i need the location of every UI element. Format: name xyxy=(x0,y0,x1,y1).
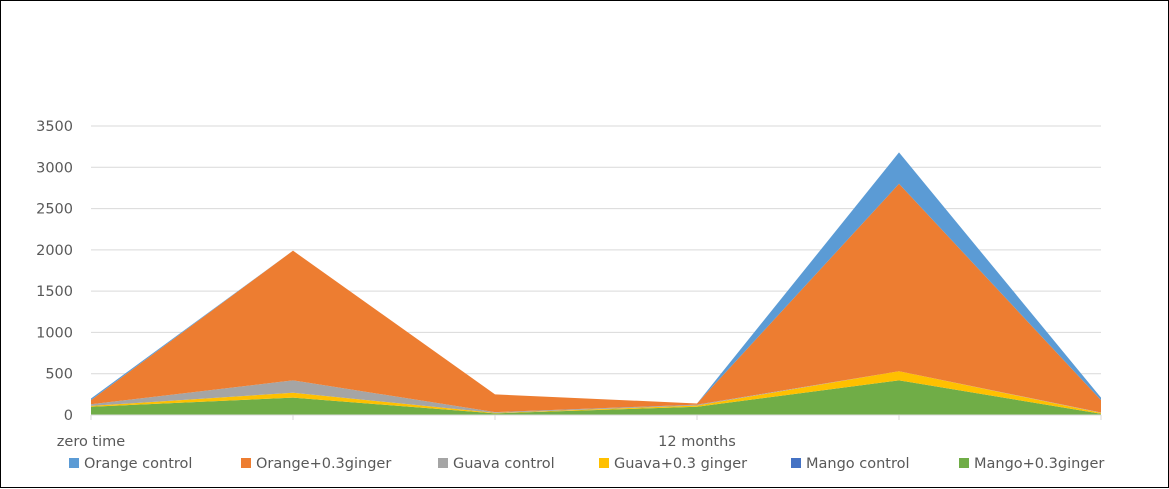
axes: 0 500 1000 1500 2000 2500 3000 3500 zero time 12 … xyxy=(36,119,1102,450)
legend-swatch-orange-0-3ginger xyxy=(241,458,251,468)
legend-label-mango-control: Mango control xyxy=(806,456,910,472)
y-tick-label: 2000 xyxy=(36,243,73,259)
legend-label-orange-control: Orange control xyxy=(84,456,192,472)
legend-swatch-orange-control xyxy=(69,458,79,468)
area-series-orange-control xyxy=(91,152,1101,404)
legend-label-orange-0-3ginger: Orange+0.3ginger xyxy=(256,456,391,472)
y-tick-label: 1500 xyxy=(36,284,73,300)
y-tick-label: 3500 xyxy=(36,119,73,135)
legend-label-guava-0-3-ginger: Guava+0.3 ginger xyxy=(614,456,747,472)
legend-label-guava-control: Guava control xyxy=(453,456,555,472)
area-series-orange-0-3ginger xyxy=(91,183,1101,413)
x-tick-label: zero time xyxy=(57,434,125,450)
legend-swatch-guava-control xyxy=(438,458,448,468)
y-tick-label: 3000 xyxy=(36,160,73,176)
area-series-guava-control xyxy=(91,371,1101,413)
y-tick-label: 500 xyxy=(45,367,73,383)
legend-label-mango-0-3ginger: Mango+0.3ginger xyxy=(974,456,1104,472)
plot-area xyxy=(91,152,1101,415)
legend-swatch-mango-control xyxy=(791,458,801,468)
legend-swatch-mango-0-3ginger xyxy=(959,458,969,468)
legend-swatch-guava-0-3-ginger xyxy=(599,458,609,468)
y-tick-label: 1000 xyxy=(36,325,73,341)
area-series-mango-0-3ginger xyxy=(91,380,1101,415)
legend: Orange control Orange+0.3ginger Guava cont… xyxy=(69,456,1104,472)
area-series-guava-0-3-ginger xyxy=(91,371,1101,414)
y-tick-label: 2500 xyxy=(36,202,73,218)
y-tick-label: 0 xyxy=(64,408,73,424)
x-tick-label: 12 months xyxy=(658,434,736,450)
